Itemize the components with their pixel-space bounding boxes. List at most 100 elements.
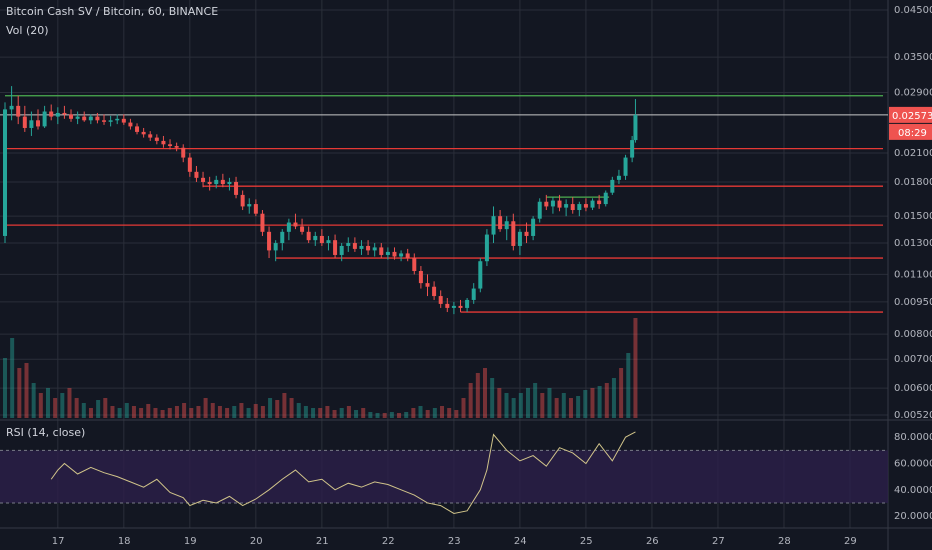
- candle-body: [273, 243, 278, 251]
- volume-bar: [153, 408, 158, 418]
- candle-body: [524, 231, 529, 236]
- volume-bar: [447, 408, 452, 418]
- time-tick-label: 27: [712, 536, 725, 547]
- volume-bar: [3, 358, 7, 418]
- candle-body: [623, 157, 628, 176]
- candle-body: [339, 245, 344, 255]
- time-tick-label: 20: [250, 536, 263, 547]
- candle-body: [234, 181, 239, 195]
- time-tick-label: 23: [448, 536, 461, 547]
- volume-bar: [375, 413, 380, 418]
- volume-bar: [268, 398, 273, 418]
- volume-bar: [103, 398, 108, 418]
- candle-body: [313, 235, 318, 241]
- volume-bar: [60, 393, 65, 418]
- volume-bar: [289, 398, 294, 418]
- candle-body: [372, 247, 377, 251]
- candle-body: [300, 226, 305, 232]
- volume-bar: [225, 408, 230, 418]
- volume-bar: [554, 398, 559, 418]
- volume-bar: [31, 383, 36, 418]
- volume-bar: [339, 408, 344, 418]
- candle-body: [260, 213, 265, 232]
- volume-bar: [124, 403, 129, 418]
- price-tick-label: 0.021000: [894, 148, 932, 159]
- volume-bar: [633, 318, 638, 418]
- volume-bar: [196, 406, 201, 418]
- candle-body: [3, 109, 7, 236]
- candle-body: [425, 283, 430, 287]
- candle-body: [491, 216, 496, 235]
- candle-body: [498, 216, 503, 230]
- volume-bar: [81, 403, 86, 418]
- candle-body: [95, 116, 100, 121]
- rsi-line: [50, 431, 636, 515]
- candle-body: [412, 258, 417, 272]
- volume-bar: [303, 406, 308, 418]
- candle-body: [570, 204, 575, 211]
- volume-bar: [354, 410, 359, 418]
- candle-body: [253, 204, 258, 214]
- candle-body: [550, 200, 555, 207]
- candle-body: [280, 231, 285, 244]
- volume-bar: [468, 383, 473, 418]
- time-tick-label: 17: [52, 536, 65, 547]
- candle-body: [359, 245, 364, 249]
- volume-bar: [110, 406, 115, 418]
- volume-bar: [611, 378, 616, 418]
- candle-body: [564, 204, 569, 208]
- candle-body: [438, 296, 443, 304]
- price-tick-label: 0.008000: [894, 329, 932, 340]
- volume-bar: [604, 383, 609, 418]
- rsi-tick-label: 40.0000: [894, 485, 932, 496]
- candle-body: [319, 235, 324, 244]
- price-tick-label: 0.018000: [894, 177, 932, 188]
- volume-bar: [619, 368, 624, 418]
- volume-bar: [38, 393, 43, 418]
- time-tick-label: 18: [118, 536, 131, 547]
- candle-body: [55, 112, 60, 117]
- time-tick-label: 26: [646, 536, 659, 547]
- candle-body: [630, 140, 635, 158]
- volume-bar: [490, 378, 495, 418]
- volume-bar: [590, 388, 595, 418]
- candle-body: [22, 116, 27, 128]
- volume-bar: [53, 398, 58, 418]
- candle-body: [108, 120, 113, 122]
- candle-body: [537, 201, 542, 219]
- candle-body: [484, 234, 489, 262]
- volume-bar: [88, 408, 93, 418]
- candle-body: [148, 134, 153, 138]
- volume-bar: [232, 406, 237, 418]
- candle-body: [418, 271, 423, 284]
- rsi-label: RSI (14, close): [6, 426, 86, 439]
- candle-body: [286, 222, 291, 232]
- candle-body: [610, 179, 615, 193]
- volume-bar: [525, 388, 530, 418]
- price-tick-label: 0.035000: [894, 52, 932, 63]
- candle-body: [603, 192, 608, 205]
- volume-bar: [203, 398, 208, 418]
- volume-bar: [10, 338, 15, 418]
- candle-body: [326, 240, 331, 244]
- candle-body: [267, 231, 272, 251]
- volume-bar: [217, 406, 222, 418]
- candle-body: [29, 120, 34, 128]
- candle-body: [69, 114, 74, 119]
- candle-body: [102, 120, 107, 122]
- time-tick-label: 29: [844, 536, 857, 547]
- volume-bar: [533, 383, 538, 418]
- volume-bar: [275, 400, 280, 418]
- volume-bar: [411, 408, 416, 418]
- volume-bar: [67, 388, 72, 418]
- time-tick-label: 22: [382, 536, 395, 547]
- candle-body: [36, 120, 41, 127]
- candle-body: [75, 116, 80, 119]
- volume-bar: [504, 393, 509, 418]
- time-tick-label: 28: [778, 536, 791, 547]
- volume-bar: [540, 393, 545, 418]
- candle-body: [16, 105, 21, 117]
- volume-bar: [282, 393, 287, 418]
